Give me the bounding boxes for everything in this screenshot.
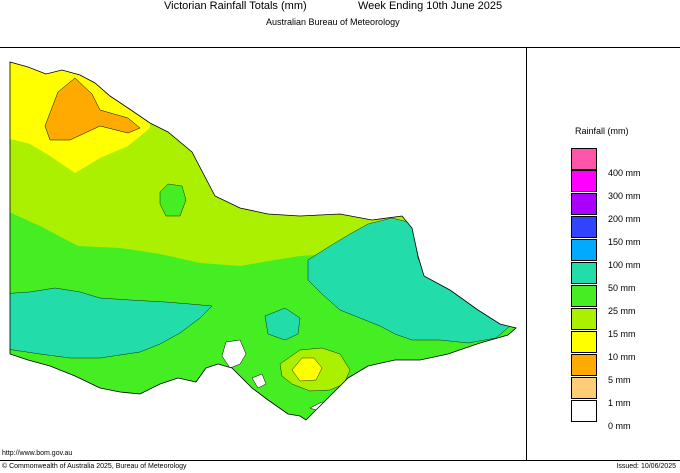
legend-label-50: 50 mm [608,283,636,293]
legend-label-200: 200 mm [608,214,641,224]
bom-url-link[interactable]: http://www.bom.gov.au [2,450,73,457]
legend-label-100: 100 mm [608,260,641,270]
legend-label-1: 1 mm [608,398,631,408]
legend-swatch-5 [571,354,597,376]
map-frame [0,47,680,461]
legend-swatch-15 [571,308,597,330]
legend-swatch-100 [571,239,597,261]
victoria-rainfall-map [9,61,517,421]
legend-swatch-50 [571,262,597,284]
legend-label-25: 25 mm [608,306,636,316]
copyright-notice: © Commonwealth of Australia 2025, Bureau… [2,463,187,470]
legend-label-5: 5 mm [608,375,631,385]
rainfall-zones [10,62,516,420]
map-period: Week Ending 10th June 2025 [358,0,503,12]
legend-swatch-150 [571,216,597,238]
legend-label-0: 0 mm [608,421,631,431]
legend-swatch-400 [571,148,597,170]
issued-date: Issued: 10/06/2025 [616,463,676,470]
legend-divider [526,47,527,461]
legend-swatch-1 [571,377,597,399]
map-title: Victorian Rainfall Totals (mm) Week Endi… [0,0,680,14]
map-title-text: Victorian Rainfall Totals (mm) [164,0,307,12]
map-subtitle: Australian Bureau of Meteorology [266,17,400,27]
victoria-coastline [9,61,517,421]
legend-swatch-200 [571,193,597,215]
legend-swatch-0 [571,400,597,422]
legend: Rainfall (mm) 400 mm 300 mm 200 mm 150 m… [527,48,680,460]
legend-swatch-25 [571,285,597,307]
legend-label-300: 300 mm [608,191,641,201]
legend-label-150: 150 mm [608,237,641,247]
legend-swatch-300 [571,170,597,192]
legend-swatch-10 [571,331,597,353]
legend-label-400: 400 mm [608,168,641,178]
legend-label-10: 10 mm [608,352,636,362]
legend-title: Rainfall (mm) [575,126,629,136]
legend-label-15: 15 mm [608,329,636,339]
